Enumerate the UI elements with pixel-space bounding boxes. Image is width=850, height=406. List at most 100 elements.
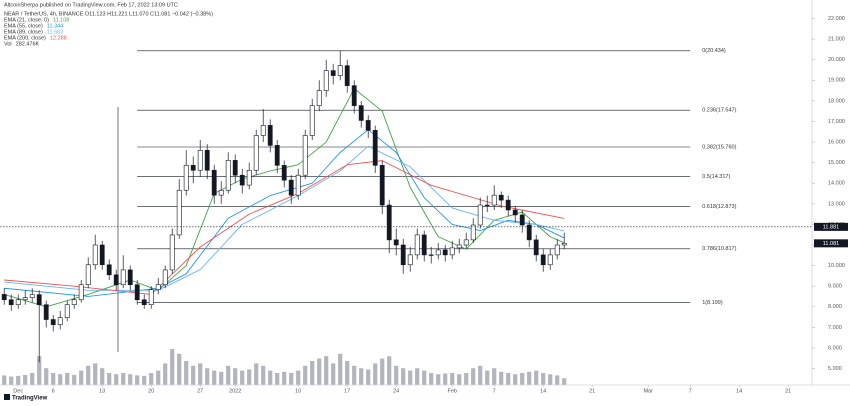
volume-bar	[471, 368, 476, 385]
volume-bar	[9, 376, 14, 385]
candle-body	[43, 304, 49, 320]
candle-body	[505, 199, 511, 211]
fib-label: 0.236(17.547)	[702, 108, 736, 114]
price-tag-label: 11.081	[823, 241, 839, 247]
candle-body	[421, 234, 427, 256]
candle-body	[92, 244, 98, 266]
y-tick-label: 19.000	[828, 78, 845, 84]
x-tick-label: 21	[785, 388, 791, 394]
legend-value: 11.344	[47, 23, 63, 29]
volume-bar	[128, 374, 133, 385]
legend-name: EMA (200, close)	[4, 35, 46, 41]
y-tick-label: 16.000	[828, 140, 845, 146]
volume-bar	[107, 373, 112, 385]
volume-bar	[443, 373, 448, 385]
volume-bar	[268, 370, 273, 385]
x-tick-label: Dec	[13, 388, 23, 394]
candle-body	[295, 174, 301, 196]
x-tick-label: 14	[540, 388, 546, 394]
candle-body	[281, 165, 287, 181]
volume-bar	[478, 365, 483, 385]
candle-body	[141, 299, 147, 306]
volume-bar	[492, 368, 497, 385]
candle-body	[554, 244, 560, 256]
volume-bar	[58, 374, 63, 385]
candle-body	[267, 125, 273, 146]
candle-body	[365, 120, 371, 131]
candle-body	[358, 105, 364, 121]
volume-bar	[72, 374, 77, 385]
volume-bar	[226, 365, 231, 385]
volume-bar	[394, 365, 399, 385]
candle-body	[169, 234, 175, 271]
volume-bar	[191, 365, 196, 385]
volume-bar	[44, 368, 49, 385]
candle-body	[85, 264, 91, 286]
volume-bar	[16, 375, 21, 385]
volume-bar	[527, 371, 532, 385]
candle-body	[302, 135, 308, 176]
legend-value: 11.683	[47, 29, 63, 35]
fib-label: 1(8.199)	[702, 300, 723, 306]
volume-bar	[121, 373, 126, 385]
candle-body	[218, 189, 224, 196]
volume-bar	[485, 370, 490, 385]
candle-body	[491, 194, 497, 206]
price-tag-label: 11.881	[823, 224, 839, 230]
symbol-legend: NEAR / TetherUS, 4h, BINANCE O11.123 H11…	[4, 11, 213, 17]
candle-body	[50, 319, 56, 325]
volume-bar	[170, 349, 175, 385]
volume-bar	[429, 373, 434, 385]
candle-body	[274, 145, 280, 166]
candle-body	[8, 299, 14, 306]
volume-bar	[541, 373, 546, 385]
volume-bar	[205, 368, 210, 385]
volume-bar	[163, 363, 168, 385]
candle-body	[99, 244, 105, 266]
volume-bar	[520, 373, 525, 385]
candle-body	[323, 70, 329, 91]
y-tick-label: 6.000	[828, 345, 842, 351]
volume-bar	[310, 361, 315, 385]
x-tick-label: 21	[589, 388, 595, 394]
candle-body	[372, 130, 378, 166]
volume-bar	[373, 363, 378, 385]
candle-body	[337, 65, 343, 76]
volume-bar	[51, 373, 56, 385]
volume-bar	[2, 375, 7, 385]
x-tick-label: 14	[736, 388, 742, 394]
volume-bar	[513, 374, 518, 385]
fib-label: 0.5(14.317)	[702, 174, 730, 180]
candle-body	[1, 294, 7, 301]
y-tick-label: 20.000	[828, 57, 845, 63]
candle-body	[36, 294, 42, 306]
volume-bar	[324, 356, 329, 385]
volume-bar	[219, 371, 224, 385]
candle-body	[477, 204, 483, 226]
volume-bar	[331, 363, 336, 385]
candle-body	[547, 254, 553, 266]
x-tick-label: 17	[344, 388, 350, 394]
volume-bar	[352, 365, 357, 385]
x-tick-label: Mar	[643, 388, 653, 394]
candle-body	[351, 85, 357, 106]
candle-body	[260, 125, 266, 136]
volume-bar	[149, 373, 154, 385]
plot-area: 0(20.434) 0.236(17.547) 0.382(15.760) 0.5(1…	[0, 48, 812, 385]
x-tick-label: 24	[393, 388, 399, 394]
candle-body	[344, 65, 350, 86]
legend-value: 12.288	[50, 35, 67, 41]
candle-body	[162, 269, 168, 286]
volume-bar	[317, 358, 322, 385]
x-tick-label: 13	[99, 388, 105, 394]
candle-body	[197, 149, 203, 171]
y-tick-label: 14.000	[828, 181, 845, 187]
candle-body	[449, 247, 455, 256]
candle-body	[393, 239, 399, 246]
volume-bar	[100, 368, 105, 385]
volume-bar	[499, 371, 504, 385]
volume-bar	[65, 373, 70, 385]
y-tick-label: 7.000	[828, 325, 842, 331]
y-tick-label: 21.000	[828, 37, 845, 43]
candle-body	[232, 160, 238, 176]
